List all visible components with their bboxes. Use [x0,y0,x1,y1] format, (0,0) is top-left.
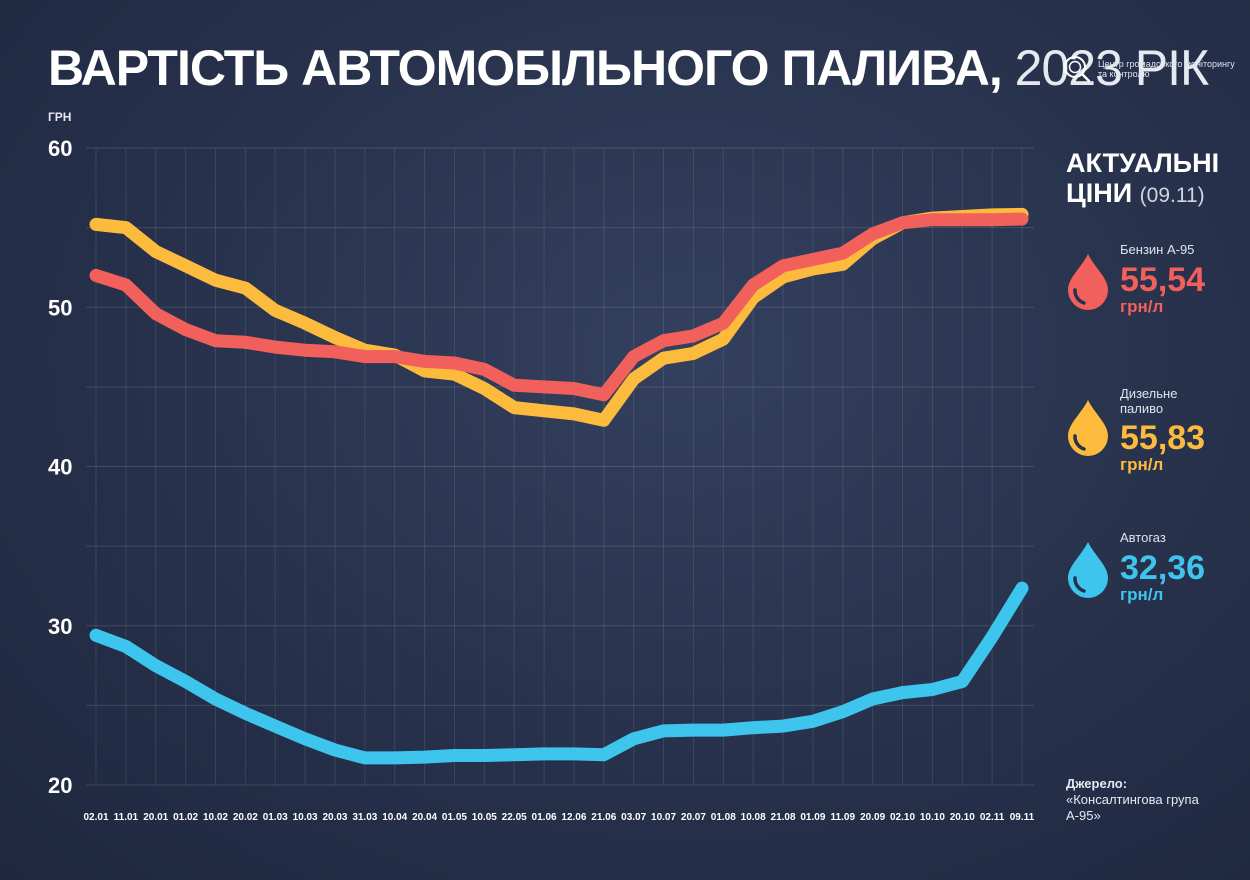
x-tick-label: 10.02 [203,812,228,823]
x-tick-label: 01.09 [800,812,825,823]
item-value: 55,83 [1120,419,1206,457]
x-tick-label: 10.08 [741,812,766,823]
x-tick-label: 20.07 [681,812,706,823]
price-item-autogas: Автогаз 32,36 грн/л [1064,530,1244,610]
y-axis-label: ГРН [48,110,72,124]
x-tick-label: 21.06 [591,812,616,823]
item-name: Бензин А-95 [1120,242,1195,257]
item-unit: грн/л [1120,455,1164,474]
fuel-price-chart: 20 30 40 50 60 02.01 11.01 20.01 01.02 10.02 20.0… [48,136,1034,823]
x-tick-label: 01.08 [711,812,736,823]
x-tick-label: 02.10 [890,812,915,823]
y-tick-label: 30 [48,614,72,639]
chart-grid [86,147,1034,786]
page-title: ВАРТІСТЬ АВТОМОБІЛЬНОГО ПАЛИВА, 2023 РІК [48,38,1209,98]
x-tick-label: 11.01 [114,812,139,823]
x-tick-label: 02.01 [83,812,108,823]
x-tick-label: 01.02 [173,812,198,823]
x-tick-label: 22.05 [502,812,527,823]
x-tick-label: 20.02 [233,812,258,823]
magnifier-icon [1064,56,1091,83]
price-item-petrol: Бензин А-95 55,54 грн/л [1064,242,1244,322]
title-main: ВАРТІСТЬ АВТОМОБІЛЬНОГО ПАЛИВА, [48,40,1003,96]
fuel-drop-icon [1068,542,1108,598]
x-tick-label: 20.10 [950,812,975,823]
x-tick-label: 11.09 [831,812,856,823]
logo-text: Центр громадського моніторингу та контро… [1098,59,1235,79]
x-tick-label: 10.04 [382,812,407,823]
title-year: 2023 РІК [1014,40,1209,96]
item-name: Дизельне паливо [1120,386,1178,416]
x-tick-label: 09.11 [1010,812,1035,823]
organization-logo: Центр громадського моніторингу та контро… [1062,54,1238,84]
x-tick-label: 10.07 [651,812,676,823]
x-tick-label: 01.03 [263,812,288,823]
x-tick-label: 12.06 [561,812,586,823]
item-value: 55,54 [1120,261,1206,299]
y-axis-ticks: 20 30 40 50 60 [48,136,72,798]
item-unit: грн/л [1120,297,1164,316]
x-axis-ticks: 02.01 11.01 20.01 01.02 10.02 20.02 01.03 10.03… [83,812,1034,823]
panel-date: (09.11) [1139,184,1205,207]
x-tick-label: 20.01 [143,812,168,823]
source-text: «Консалтингова група А-95» [1066,792,1199,823]
fuel-drop-icon [1068,400,1108,456]
x-tick-label: 31.03 [352,812,377,823]
x-tick-label: 20.03 [322,812,347,823]
panel-title-line2: ЦІНИ [1066,178,1133,208]
source-label: Джерело: [1066,776,1128,791]
x-tick-label: 10.10 [920,812,945,823]
source-note: Джерело: «Консалтингова група А-95» [1066,776,1236,824]
x-tick-label: 21.08 [771,812,796,823]
series-line [89,212,1029,402]
x-tick-label: 03.07 [621,812,646,823]
item-value: 32,36 [1120,549,1206,587]
series-lines [89,207,1029,765]
x-tick-label: 10.05 [472,812,497,823]
series-line [89,581,1029,765]
current-prices-panel: АКТУАЛЬНІ ЦІНИ (09.11) [1066,148,1246,211]
price-item-diesel: Дизельне паливо 55,83 грн/л [1064,386,1244,474]
panel-title-line1: АКТУАЛЬНІ [1066,148,1220,178]
panel-title: АКТУАЛЬНІ ЦІНИ (09.11) [1066,148,1246,211]
x-tick-label: 20.04 [412,812,437,823]
x-tick-label: 01.06 [532,812,557,823]
x-tick-label: 01.05 [442,812,467,823]
item-unit: грн/л [1120,585,1164,604]
y-tick-label: 20 [48,773,72,798]
y-tick-label: 40 [48,455,72,480]
x-tick-label: 10.03 [293,812,318,823]
item-name: Автогаз [1120,530,1166,545]
y-tick-label: 50 [48,295,72,320]
y-tick-label: 60 [48,136,72,161]
x-tick-label: 20.09 [860,812,885,823]
x-tick-label: 02.11 [980,812,1005,823]
fuel-drop-icon [1068,254,1108,310]
